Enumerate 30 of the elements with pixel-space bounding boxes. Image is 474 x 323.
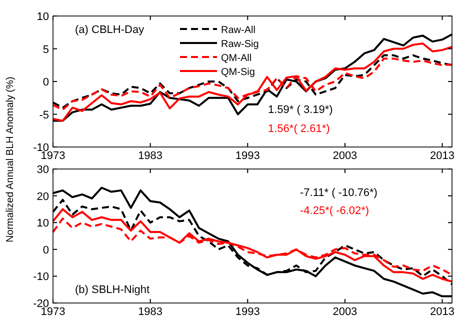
y-tick-label: 30 <box>36 164 49 176</box>
x-tick-label: 1993 <box>235 306 260 318</box>
x-tick-label: 1983 <box>138 306 163 318</box>
legend-label: QM-All <box>221 53 252 64</box>
legend-label: Raw-All <box>221 25 256 36</box>
annotation: -4.25*( -6.02*) <box>300 205 370 217</box>
x-tick-label: 1993 <box>235 150 260 162</box>
y-tick-label: 10 <box>36 11 49 23</box>
legend-label: QM-Sig <box>221 67 255 78</box>
x-tick-label: 1973 <box>40 306 66 318</box>
x-tick-label: 2013 <box>430 150 455 162</box>
y-tick-label: 10 <box>36 218 49 230</box>
y-tick-label: 20 <box>36 190 49 203</box>
y-tick-label: 0 <box>42 76 49 88</box>
annotation: 1.56*( 2.61*) <box>268 123 330 135</box>
y-tick-label: -10 <box>33 271 49 284</box>
text: (a) CBLH-Day <box>75 24 145 36</box>
x-tick-label: 2003 <box>332 150 358 162</box>
legend-label: Raw-Sig <box>221 39 259 50</box>
y-tick-label: 5 <box>42 44 49 56</box>
x-tick-label: 2003 <box>332 306 358 318</box>
x-tick-label: 1973 <box>40 150 66 162</box>
y-axis-title: Normalized Annual BLH Anomaly (%) <box>5 76 16 242</box>
y-tick-label: -5 <box>39 109 49 122</box>
x-tick-label: 1983 <box>138 150 163 162</box>
text: (b) SBLH-Night <box>75 284 150 296</box>
annotation: 1.59* ( 3.19*) <box>268 104 333 116</box>
y-tick-label: 0 <box>42 244 49 256</box>
annotation: -7.11* ( -10.76*) <box>300 187 378 199</box>
x-tick-label: 2013 <box>430 306 455 318</box>
